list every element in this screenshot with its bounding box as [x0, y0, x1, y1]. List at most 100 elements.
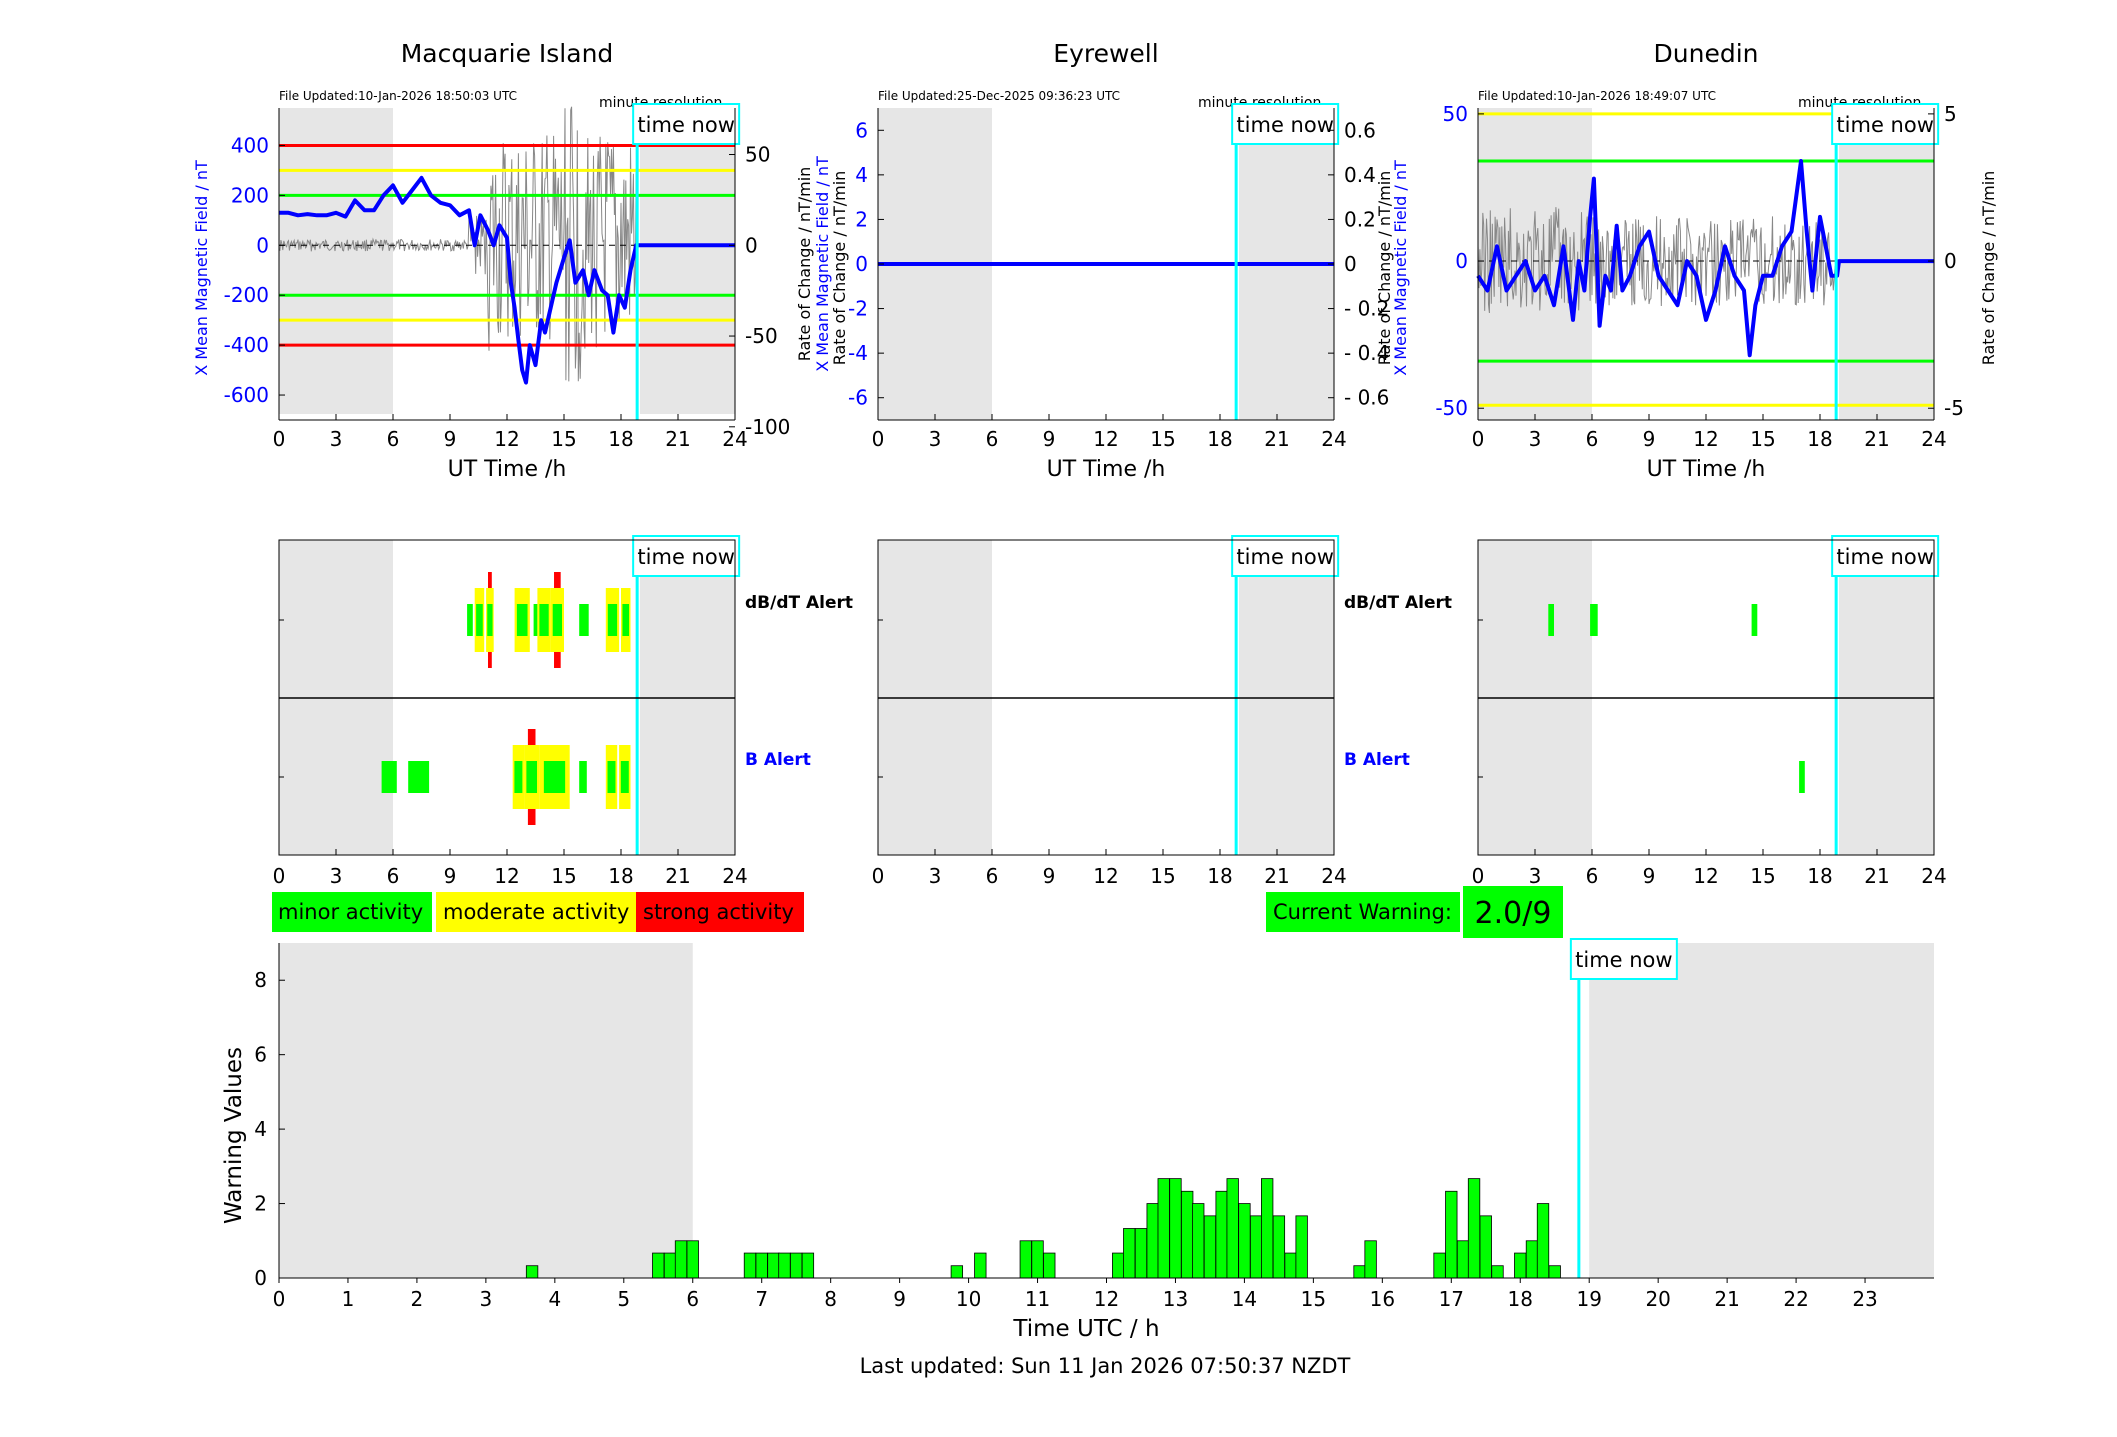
warning-bar — [1169, 1178, 1182, 1279]
y-left-tick-label: 0 — [1455, 249, 1468, 273]
warning-bar — [1157, 1178, 1170, 1279]
magnetometer-panel-2: Dunedin File Updated:10-Jan-2026 18:49:07… — [1375, 39, 1998, 482]
warning-bar — [755, 1252, 768, 1279]
y-right-axis-title: Rate of Change / nT/min — [1979, 171, 1998, 366]
alert-block-minor — [607, 761, 616, 793]
alert-block-minor — [620, 761, 629, 793]
x-tick-label: 9 — [1043, 864, 1056, 888]
current-warning-label-box — [1266, 892, 1460, 932]
top-1-time-now-box — [1231, 103, 1340, 145]
x-tick-label: 23 — [1852, 1287, 1877, 1311]
y-left-tick-label: 2 — [855, 207, 868, 231]
warning-bar — [1364, 1240, 1377, 1279]
warning-bar — [1467, 1178, 1481, 1279]
y-left-tick-label: 4 — [855, 163, 868, 187]
x-tick-label: 24 — [1921, 427, 1946, 451]
y-right-tick-label: -100 — [745, 415, 790, 439]
warning-bar — [1043, 1252, 1056, 1279]
x-tick-label: 18 — [1207, 864, 1232, 888]
x-tick-label: 24 — [1321, 864, 1346, 888]
y-right-tick-label: 50 — [745, 143, 770, 167]
x-tick-label: 24 — [722, 427, 747, 451]
y-right-tick-label: 5 — [1944, 102, 1957, 126]
alert-block-minor — [543, 761, 566, 793]
x-tick-label: 3 — [929, 427, 942, 451]
y-right-tick-label: 0 — [1344, 252, 1357, 276]
x-tick-label: 12 — [1094, 1287, 1119, 1311]
alert-block-minor — [487, 604, 493, 636]
current-warning-label: Current Warning: — [1273, 900, 1452, 924]
warning-bar — [778, 1252, 791, 1279]
x-tick-label: 15 — [1750, 427, 1775, 451]
warning-bar — [1479, 1215, 1492, 1279]
x-tick-label: 0 — [1472, 864, 1485, 888]
warning-bar — [1353, 1265, 1366, 1279]
x-tick-label: 3 — [330, 427, 343, 451]
night-shading — [279, 943, 693, 1278]
b-alert-label: B Alert — [745, 750, 811, 770]
warning-bar — [1181, 1190, 1194, 1279]
x-tick-label: 21 — [1714, 1287, 1739, 1311]
x-tick-label: 6 — [387, 427, 400, 451]
file-updated-label: File Updated:10-Jan-2026 18:50:03 UTC — [279, 89, 517, 103]
x-tick-label: 15 — [1150, 427, 1175, 451]
x-tick-label: 6 — [986, 427, 999, 451]
y-tick-label: 4 — [254, 1117, 267, 1141]
y-axis-label: Warning Values — [221, 1047, 247, 1224]
y-tick-label: 6 — [254, 1043, 267, 1067]
x-tick-label: 12 — [1693, 864, 1718, 888]
x-axis-label: Time UTC / h — [1012, 1316, 1159, 1342]
mid-0-time-now-label: time now — [637, 545, 734, 569]
x-tick-label: 10 — [956, 1287, 981, 1311]
legend-minor-label: minor activity — [278, 900, 423, 924]
x-tick-label: 2 — [411, 1287, 424, 1311]
x-tick-label: 9 — [1643, 864, 1656, 888]
y-left-tick-label: -6 — [848, 386, 868, 410]
y-right-tick-label: 0.6 — [1344, 118, 1376, 142]
night-shading — [640, 108, 735, 414]
activity-legend: minor activity moderate activity strong … — [272, 892, 804, 932]
bottom-time-now-label: time now — [1575, 948, 1672, 972]
alert-block-minor — [539, 604, 549, 636]
x-tick-label: 0 — [872, 864, 885, 888]
x-tick-label: 0 — [872, 427, 885, 451]
alert-block-minor — [526, 761, 538, 793]
x-tick-label: 24 — [1321, 427, 1346, 451]
warning-bar — [1272, 1215, 1286, 1279]
warning-bar — [652, 1252, 665, 1279]
x-tick-label: 6 — [387, 864, 400, 888]
warning-bar — [1295, 1215, 1308, 1279]
y-left-tick-label: -2 — [848, 297, 868, 321]
alert-block-minor — [1548, 604, 1554, 636]
x-tick-label: 0 — [273, 427, 286, 451]
legend-moderate-swatch — [436, 892, 636, 932]
alert-block-minor — [467, 604, 473, 636]
alert-block-minor — [579, 604, 589, 636]
x-tick-label: 22 — [1783, 1287, 1808, 1311]
magnetometer-panel-0: Macquarie Island File Updated:10-Jan-2026… — [192, 39, 849, 482]
y-right-tick-label: - 0.4 — [1344, 341, 1389, 365]
magnetic-field-line — [279, 175, 735, 385]
file-updated-label: File Updated:25-Dec-2025 09:36:23 UTC — [878, 89, 1120, 103]
x-tick-label: 9 — [893, 1287, 906, 1311]
night-shading — [1589, 943, 1934, 1278]
legend-moderate-label: moderate activity — [443, 900, 629, 924]
x-tick-label: 24 — [1921, 864, 1946, 888]
x-tick-label: 15 — [1150, 864, 1175, 888]
warning-bar — [1261, 1178, 1274, 1279]
top-1-time-now-label: time now — [1236, 113, 1333, 137]
y-left-tick-label: -4 — [848, 341, 868, 365]
x-tick-label: 3 — [480, 1287, 493, 1311]
dbdt-alert-label: dB/dT Alert — [745, 593, 853, 613]
alert-panel-0: time now 0 3 6 9 12 15 18 21 24 dB/dT Alert B Alert — [273, 535, 853, 888]
current-warning-value-box — [1463, 886, 1563, 938]
warning-bar — [1031, 1240, 1044, 1279]
current-warning-value: 2.0/9 — [1475, 896, 1552, 931]
magnetic-field-line — [1476, 159, 1934, 358]
x-tick-label: 6 — [1586, 864, 1599, 888]
y-right-tick-label: 0.4 — [1344, 163, 1376, 187]
x-tick-label: 8 — [824, 1287, 837, 1311]
mid-1-time-now-label: time now — [1236, 545, 1333, 569]
x-tick-label: 9 — [1043, 427, 1056, 451]
